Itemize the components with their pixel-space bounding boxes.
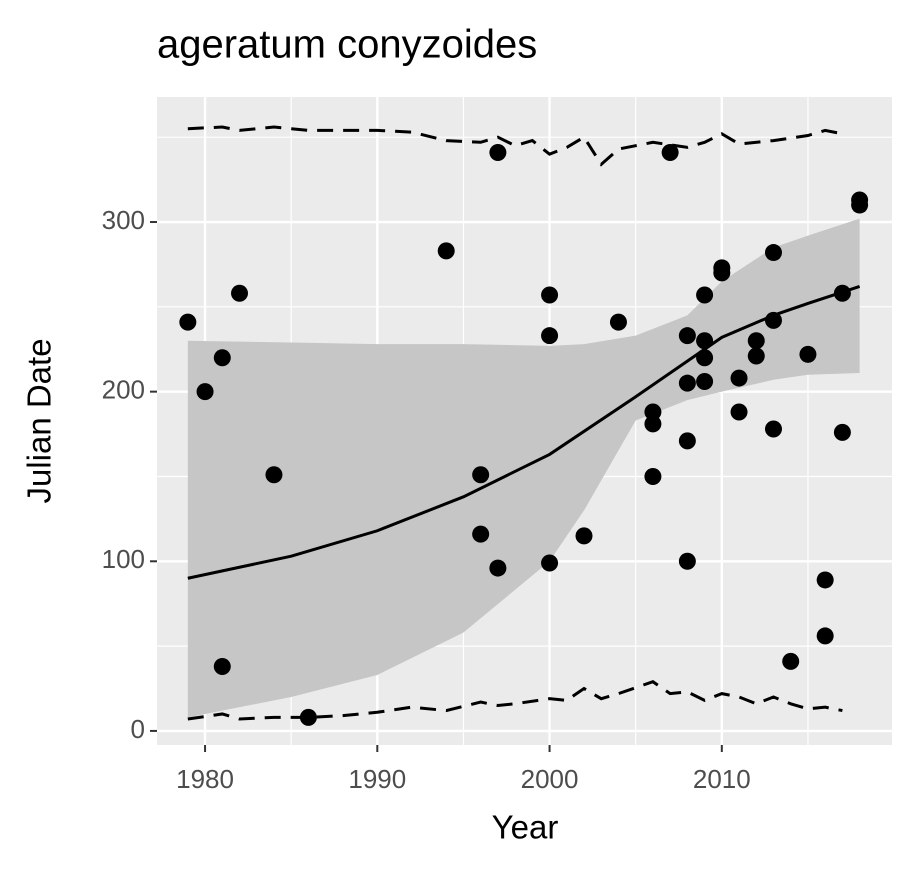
point xyxy=(730,403,748,421)
point xyxy=(299,708,317,726)
point xyxy=(678,327,696,345)
point xyxy=(575,527,593,545)
point xyxy=(472,466,490,484)
point xyxy=(661,143,679,161)
point xyxy=(472,525,490,543)
point xyxy=(833,284,851,302)
point xyxy=(851,196,869,214)
point xyxy=(644,467,662,485)
y-tick-label: 200 xyxy=(102,375,145,405)
point xyxy=(696,286,714,304)
point xyxy=(696,349,714,367)
point xyxy=(644,415,662,433)
point xyxy=(799,345,817,363)
x-tick-label: 2000 xyxy=(521,764,579,794)
x-tick-label: 2010 xyxy=(693,764,751,794)
point xyxy=(489,559,507,577)
point xyxy=(213,657,231,675)
point xyxy=(816,571,834,589)
point xyxy=(678,374,696,392)
point xyxy=(696,332,714,350)
smooth-line xyxy=(187,285,861,580)
y-tick-label: 100 xyxy=(102,544,145,574)
point xyxy=(609,313,627,331)
point xyxy=(678,432,696,450)
x-tick-label: 1980 xyxy=(176,764,234,794)
point xyxy=(196,383,214,401)
chart-title: ageratum conyzoides xyxy=(157,23,537,67)
point xyxy=(644,403,662,421)
point xyxy=(678,552,696,570)
point xyxy=(747,347,765,365)
quantile-line xyxy=(187,125,843,167)
point xyxy=(179,313,197,331)
quantile-line xyxy=(187,680,843,721)
y-axis-label: Julian Date xyxy=(21,338,58,503)
point xyxy=(816,627,834,645)
y-tick-label: 300 xyxy=(102,205,145,235)
point xyxy=(231,284,249,302)
point xyxy=(782,652,800,670)
x-axis-label: Year xyxy=(492,809,559,846)
point xyxy=(213,349,231,367)
point xyxy=(764,311,782,329)
point xyxy=(541,286,559,304)
point xyxy=(696,372,714,390)
point xyxy=(265,466,283,484)
point xyxy=(747,332,765,350)
point xyxy=(764,244,782,262)
point xyxy=(437,242,455,260)
point xyxy=(489,143,507,161)
point xyxy=(713,264,731,282)
x-tick-label: 1990 xyxy=(348,764,406,794)
point xyxy=(833,423,851,441)
point xyxy=(764,420,782,438)
point xyxy=(541,327,559,345)
point xyxy=(730,369,748,387)
y-tick-label: 0 xyxy=(131,714,145,744)
point xyxy=(541,554,559,572)
